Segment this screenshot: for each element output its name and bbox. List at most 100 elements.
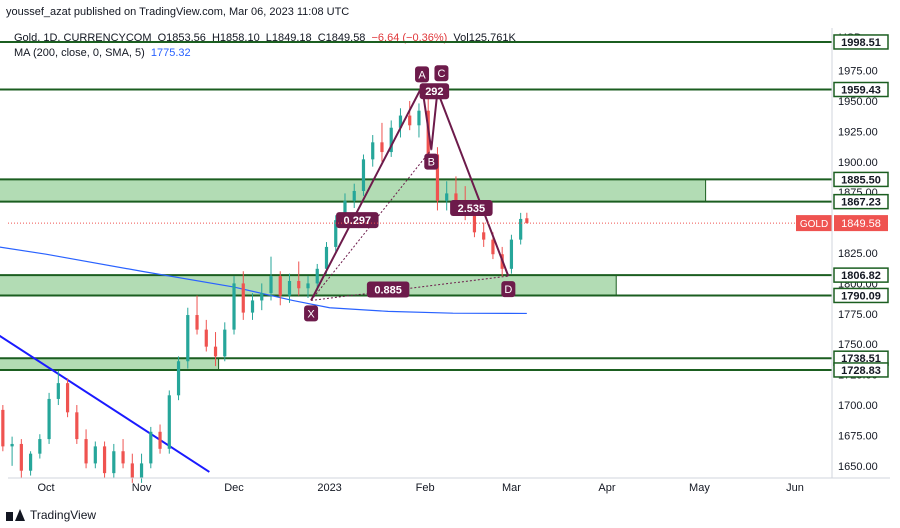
candle-body bbox=[223, 329, 227, 357]
candle-body bbox=[65, 383, 70, 413]
harmonic-point-label: D bbox=[504, 284, 512, 296]
harmonic-ratio-badge bbox=[450, 200, 493, 216]
candle-body bbox=[306, 283, 310, 289]
candle-body bbox=[204, 329, 208, 347]
level-price-label: 1790.09 bbox=[841, 290, 881, 302]
harmonic-point-label: B bbox=[428, 157, 435, 169]
y-tick-label: 1900.00 bbox=[838, 157, 878, 169]
harmonic-point-label: C bbox=[437, 68, 445, 80]
candle-body bbox=[334, 220, 338, 247]
candle-body bbox=[250, 300, 255, 313]
x-tick-label: Jun bbox=[786, 482, 804, 494]
candle-body bbox=[167, 395, 171, 449]
candle-body bbox=[343, 200, 347, 221]
y-tick-label: 1700.00 bbox=[838, 400, 878, 412]
level-price-label: 1738.51 bbox=[841, 353, 881, 365]
level-price-badge bbox=[833, 193, 889, 210]
candle-body bbox=[519, 218, 523, 240]
candle-body bbox=[482, 232, 486, 240]
x-tick-label: Nov bbox=[132, 482, 152, 494]
candle-body bbox=[241, 283, 245, 313]
candle-body bbox=[149, 431, 153, 464]
harmonic-ratio-label: 0.885 bbox=[374, 284, 402, 296]
candle-body bbox=[19, 443, 23, 471]
footer-brand: TradingView bbox=[30, 508, 97, 522]
ma-line bbox=[0, 246, 527, 315]
harmonic-point-badge bbox=[424, 153, 439, 170]
candle-body bbox=[398, 115, 403, 128]
candle-body bbox=[287, 280, 292, 296]
candle-body bbox=[47, 398, 51, 440]
candle-body bbox=[454, 193, 458, 201]
y-tick-label: 1750.00 bbox=[838, 339, 878, 351]
candle-body bbox=[10, 443, 14, 447]
x-tick-label: Dec bbox=[224, 482, 244, 494]
y-tick-label: 1675.00 bbox=[838, 430, 878, 442]
candle-body bbox=[112, 451, 116, 474]
candle-body bbox=[408, 115, 412, 126]
candle-body bbox=[389, 127, 393, 153]
ma-value: 1775.32 bbox=[150, 47, 191, 59]
harmonic-point-badge bbox=[501, 281, 516, 298]
candle-body bbox=[445, 193, 449, 201]
candle-body bbox=[435, 154, 440, 201]
candle-body bbox=[38, 439, 42, 454]
candle-body bbox=[525, 218, 529, 224]
level-price-badge bbox=[833, 81, 889, 98]
harmonic-ratio-badge bbox=[366, 281, 410, 298]
y-tick-label: 1950.00 bbox=[838, 96, 878, 108]
ma-legend: MA (200, close, 0, SMA, 5) 1775.32 bbox=[14, 47, 194, 59]
harmonic-point-badge bbox=[434, 65, 449, 82]
candle-body bbox=[491, 239, 495, 255]
y-tick-label: 1925.00 bbox=[838, 126, 878, 138]
publisher-caption: youssef_azat published on TradingView.co… bbox=[6, 6, 350, 18]
candle-body bbox=[130, 463, 134, 478]
y-tick-label: 1775.00 bbox=[838, 309, 878, 321]
candle-body bbox=[371, 142, 375, 160]
candle-body bbox=[324, 246, 329, 269]
harmonic-dotted-line bbox=[311, 275, 509, 301]
candle-body bbox=[56, 383, 60, 399]
level-price-label: 1885.50 bbox=[841, 174, 881, 186]
last-price-symbol: GOLD bbox=[800, 219, 828, 230]
y-tick-label: 1650.00 bbox=[838, 461, 878, 473]
level-price-badge bbox=[833, 287, 889, 304]
level-price-badge bbox=[833, 267, 889, 283]
candle-body bbox=[186, 315, 190, 362]
candle-body bbox=[176, 361, 181, 396]
candle-body bbox=[158, 431, 162, 449]
footer: TradingView bbox=[6, 508, 96, 522]
level-price-badge bbox=[833, 171, 889, 188]
last-price-value-badge bbox=[834, 215, 888, 232]
harmonic-point-label: X bbox=[307, 308, 315, 320]
candle-body bbox=[195, 315, 199, 330]
level-price-label: 1806.82 bbox=[841, 270, 881, 282]
y-tick-label: 1825.00 bbox=[838, 248, 878, 260]
candle-body bbox=[28, 453, 33, 471]
candle-body bbox=[352, 190, 356, 201]
harmonic-ratio-label: 2.535 bbox=[458, 203, 486, 215]
x-tick-label: Apr bbox=[598, 482, 615, 494]
candle-body bbox=[361, 159, 366, 191]
candle-body bbox=[93, 446, 97, 464]
level-price-label: 1959.43 bbox=[841, 85, 881, 97]
candle-body bbox=[315, 268, 319, 284]
candle-body bbox=[139, 463, 144, 478]
candle-body bbox=[213, 346, 218, 357]
candle-body bbox=[297, 280, 301, 289]
level-price-label: 1998.51 bbox=[841, 37, 881, 49]
candle-body bbox=[509, 239, 514, 269]
level-price-label: 1867.23 bbox=[841, 197, 881, 209]
candle-body bbox=[269, 276, 273, 294]
candle-body bbox=[84, 439, 88, 464]
x-tick-label: Feb bbox=[416, 482, 435, 494]
harmonic-point-badge bbox=[304, 305, 319, 322]
level-price-badge bbox=[833, 362, 889, 378]
candle-body bbox=[417, 110, 421, 126]
x-tick-label: Oct bbox=[37, 482, 54, 494]
level-price-badge bbox=[833, 34, 889, 50]
candle-body bbox=[260, 293, 264, 301]
candle-body bbox=[472, 212, 477, 233]
harmonic-point-label: A bbox=[418, 69, 426, 81]
